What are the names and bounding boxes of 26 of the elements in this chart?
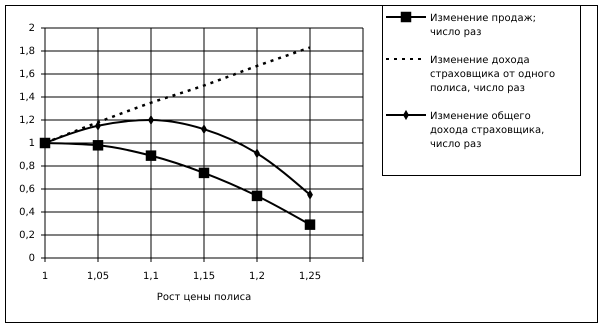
x-tick-label: 1 — [42, 271, 48, 282]
x-tick-label: 1,05 — [86, 271, 110, 282]
y-tick-label: 1,6 — [19, 69, 35, 80]
x-tick-label: 1,2 — [249, 271, 265, 282]
y-tick-label: 1,8 — [19, 46, 35, 58]
x-tick-label: 1,25 — [298, 271, 322, 282]
y-tick-label: 0,2 — [19, 230, 35, 242]
legend-label: Изменение продаж; число раз — [430, 13, 536, 38]
point — [304, 219, 316, 230]
x-tick-label: 1,1 — [143, 271, 159, 282]
y-tick-label: 0,4 — [19, 207, 35, 218]
point — [198, 168, 210, 178]
legend-label: Изменение общего дохода страховщика, число раз — [430, 111, 544, 150]
y-tick-label: 2 — [28, 23, 35, 34]
y-tick-label: 1 — [28, 138, 35, 150]
y-tick-label: 1,4 — [19, 92, 35, 104]
legend-label: Изменение дохода страховщика от одного полиса, число раз — [430, 55, 556, 94]
x-axis-title: Рост цены полиса — [156, 292, 252, 303]
y-tick-label: 0,8 — [19, 161, 35, 172]
x-tick-label: 1,15 — [192, 271, 216, 282]
point — [146, 150, 156, 161]
y-tick-label: 0,6 — [19, 184, 35, 196]
point — [252, 190, 262, 202]
y-tick-label: 1,2 — [19, 115, 35, 126]
y-tick-label: 0 — [28, 253, 35, 264]
point — [92, 140, 104, 151]
